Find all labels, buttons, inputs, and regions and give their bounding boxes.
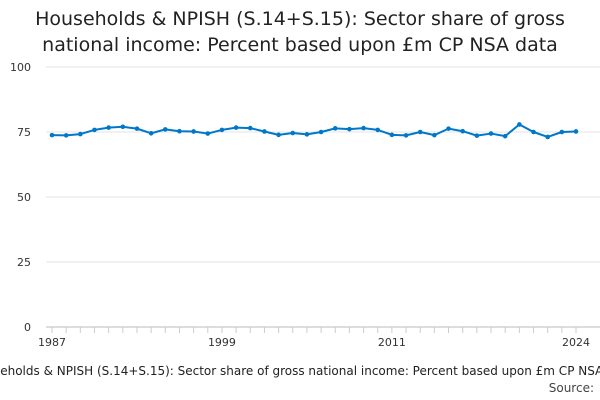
- data-point: [290, 130, 296, 136]
- data-point: [233, 125, 239, 130]
- data-point: [92, 127, 97, 133]
- data-point: [162, 127, 168, 132]
- data-point: [545, 134, 550, 140]
- data-point: [262, 129, 267, 134]
- data-point: [389, 132, 395, 138]
- data-point: [531, 129, 536, 135]
- data-point: [332, 126, 338, 131]
- data-point: [417, 129, 423, 135]
- data-point: [573, 129, 579, 134]
- data-point: [134, 126, 140, 131]
- data-point: [460, 128, 466, 134]
- data-point: [446, 126, 451, 131]
- chart-title: Households & NPISH (S.14+S.15): Sector s…: [0, 6, 600, 58]
- data-point: [191, 129, 196, 134]
- chart-title-line-2: national income: Percent based upon £m C…: [42, 34, 558, 56]
- data-point: [403, 133, 409, 138]
- y-tick-label: 75: [17, 126, 31, 139]
- data-point: [502, 133, 508, 139]
- data-point: [106, 125, 111, 130]
- footer-caption: Households & NPISH (S.14+S.15): Sector s…: [0, 364, 600, 378]
- data-point: [517, 122, 522, 127]
- data-point: [247, 125, 253, 131]
- y-tick-label: 100: [10, 61, 31, 74]
- series-line: [51, 123, 577, 138]
- data-point: [375, 127, 381, 133]
- data-point: [276, 132, 281, 138]
- data-point: [474, 133, 480, 138]
- data-point: [148, 131, 154, 136]
- x-tick-label: 1999: [208, 336, 236, 349]
- data-point: [120, 124, 126, 130]
- data-point: [559, 129, 565, 135]
- x-tick-label: 2024: [562, 336, 590, 349]
- y-tick-label: 50: [17, 191, 31, 204]
- chart-title-line-1: Households & NPISH (S.14+S.15): Sector s…: [35, 8, 565, 30]
- data-point: [432, 132, 437, 138]
- data-point: [361, 125, 366, 131]
- data-point: [304, 132, 310, 137]
- data-point: [177, 128, 182, 134]
- data-point: [78, 131, 83, 137]
- x-tick-label: 1987: [38, 336, 66, 349]
- data-point: [205, 131, 211, 136]
- data-point: [219, 127, 225, 133]
- y-tick-label: 0: [24, 321, 31, 334]
- data-point: [488, 131, 494, 136]
- data-point: [347, 126, 352, 132]
- source-label: Source:: [548, 381, 594, 395]
- x-tick-label: 2011: [378, 336, 406, 349]
- data-point: [63, 133, 69, 138]
- data-point: [318, 129, 324, 135]
- data-point: [49, 132, 55, 138]
- y-tick-label: 25: [17, 256, 31, 269]
- footer-caption-container: Households & NPISH (S.14+S.15): Sector s…: [0, 364, 600, 378]
